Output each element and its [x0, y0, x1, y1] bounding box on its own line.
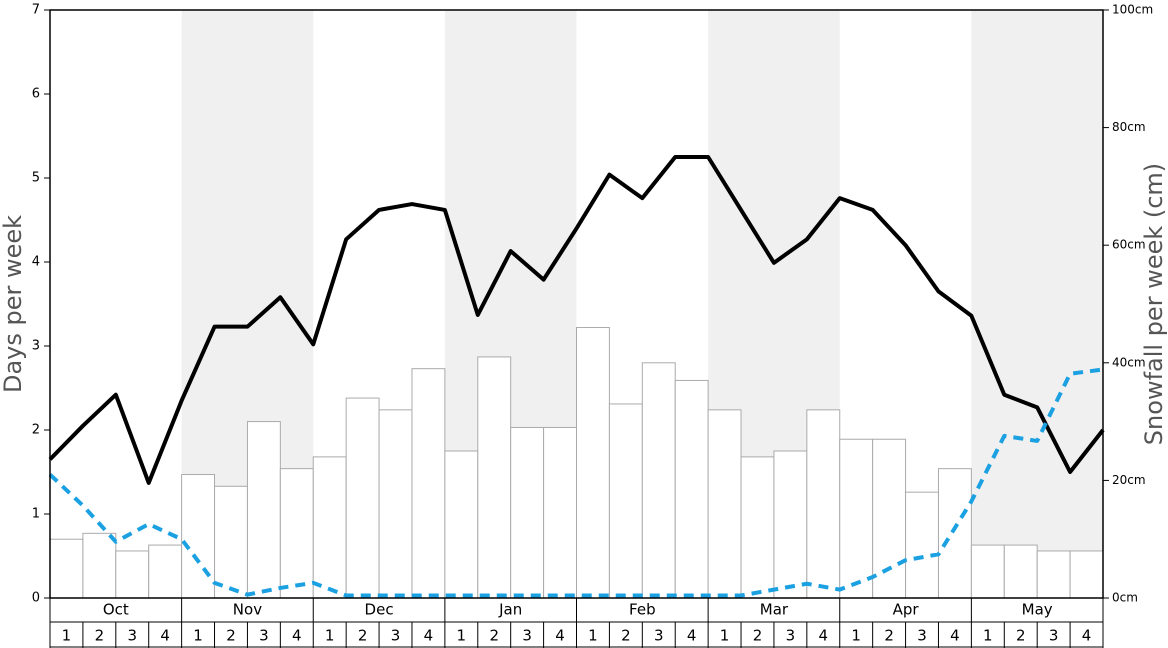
bar: [345, 397, 380, 599]
y-tick-label: 5: [32, 171, 40, 186]
month-label: Jan: [498, 601, 522, 619]
week-label: 3: [259, 627, 269, 645]
week-label: 4: [687, 627, 697, 645]
bar: [608, 403, 643, 599]
bar: [1003, 544, 1038, 599]
line-series: [48, 155, 1105, 485]
week-label: 3: [1049, 627, 1059, 645]
bar: [905, 491, 939, 599]
week-label: 1: [62, 627, 72, 645]
y2-tick-label: 20cm: [1112, 473, 1146, 487]
month-label: Nov: [233, 601, 262, 619]
y2-tick-label: 0cm: [1112, 591, 1138, 605]
week-label: 2: [95, 627, 105, 645]
month-label: Apr: [893, 601, 920, 619]
week-label: 2: [489, 627, 499, 645]
week-label: 4: [292, 627, 302, 645]
week-label: 3: [917, 627, 927, 645]
y2-axis-label: Snowfall per week (cm): [1140, 163, 1168, 445]
bar: [543, 426, 577, 599]
y-tick-label: 2: [32, 423, 40, 438]
week-label: 2: [358, 627, 368, 645]
week-label: 1: [325, 627, 335, 645]
y-tick-label: 6: [32, 87, 40, 102]
y2-tick-label: 80cm: [1112, 120, 1146, 134]
week-label: 2: [753, 627, 763, 645]
bar: [1036, 550, 1071, 599]
bar: [378, 409, 413, 599]
bar: [214, 485, 248, 599]
bar: [1069, 550, 1104, 599]
week-label: 4: [819, 627, 829, 645]
week-label: 2: [621, 627, 631, 645]
bar: [411, 368, 446, 599]
week-label: 4: [555, 627, 565, 645]
bar: [115, 550, 150, 599]
week-label: 4: [160, 627, 170, 645]
y2-tick-label: 40cm: [1112, 355, 1146, 369]
bar: [312, 456, 347, 599]
bar: [181, 474, 216, 599]
week-label: 4: [1082, 627, 1092, 645]
bar: [279, 468, 314, 599]
week-label: 1: [457, 627, 467, 645]
bar: [937, 468, 972, 599]
bar: [773, 450, 808, 599]
month-label: May: [1022, 601, 1053, 619]
y2-tick-label: 60cm: [1112, 238, 1146, 252]
bar: [82, 532, 117, 599]
week-label: 3: [391, 627, 401, 645]
week-label: 1: [851, 627, 861, 645]
week-label: 3: [522, 627, 532, 645]
week-label: 1: [720, 627, 730, 645]
y-tick-label: 7: [32, 3, 40, 18]
week-label: 1: [193, 627, 203, 645]
bar: [49, 538, 84, 599]
bar: [246, 421, 281, 599]
week-label: 3: [127, 627, 137, 645]
week-label: 4: [950, 627, 960, 645]
week-label: 2: [884, 627, 894, 645]
bar: [806, 409, 841, 599]
bar: [839, 438, 874, 599]
month-label: Feb: [629, 601, 656, 619]
bar: [444, 450, 479, 599]
month-label: Mar: [760, 601, 789, 619]
bar: [576, 327, 610, 599]
bar: [148, 544, 183, 599]
week-label: 2: [1016, 627, 1026, 645]
week-label: 1: [983, 627, 993, 645]
y-axis-label: Days per week: [0, 215, 27, 393]
month-shade: [971, 10, 1103, 598]
bar: [872, 438, 907, 599]
y-tick-label: 0: [32, 591, 40, 606]
y-tick-label: 4: [32, 255, 40, 270]
week-label: 3: [654, 627, 664, 645]
y2-tick-label: 100cm: [1112, 3, 1153, 17]
bar: [641, 362, 676, 599]
week-label: 4: [424, 627, 434, 645]
bar: [510, 426, 545, 599]
bar: [707, 409, 742, 599]
week-label: 3: [786, 627, 796, 645]
bar: [674, 379, 709, 599]
week-label: 2: [226, 627, 236, 645]
bar: [477, 356, 512, 599]
bar: [970, 544, 1005, 599]
y-tick-label: 3: [32, 339, 40, 354]
week-label: 1: [588, 627, 598, 645]
month-label: Dec: [365, 601, 394, 619]
y-tick-label: 1: [32, 507, 40, 522]
bar: [740, 456, 775, 599]
month-label: Oct: [103, 601, 129, 619]
